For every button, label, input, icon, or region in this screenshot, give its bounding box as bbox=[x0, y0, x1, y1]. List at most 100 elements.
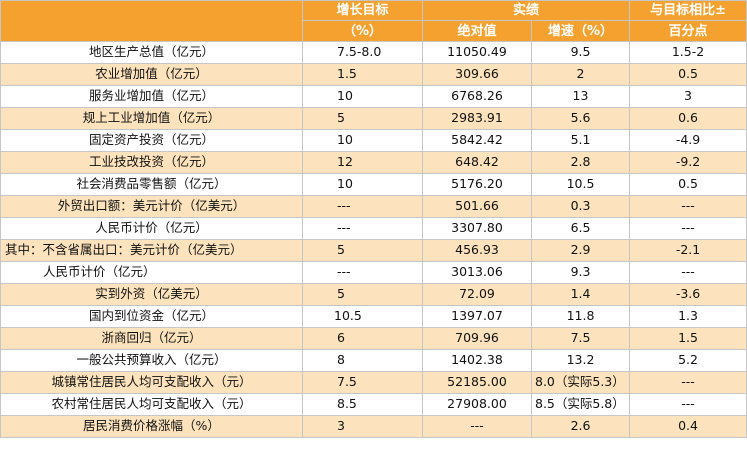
row-diff: -9.2 bbox=[629, 151, 747, 174]
table-row: 工业技改投资（亿元） 12 648.42 2.8 -9.2 bbox=[0, 151, 747, 174]
row-target: 5 bbox=[302, 283, 423, 306]
row-label: 工业技改投资（亿元） bbox=[0, 151, 303, 174]
row-speed: 2.8 bbox=[530, 151, 631, 174]
row-speed: 13.2 bbox=[530, 349, 631, 372]
row-diff: --- bbox=[629, 393, 747, 416]
row-target: 3 bbox=[302, 415, 423, 438]
row-absolute: 27908.00 bbox=[422, 393, 532, 416]
row-label: 农村常住居民人均可支配收入（元） bbox=[0, 393, 303, 416]
economic-indicators-table: 增长目标 实绩 与目标相比± （%） 绝对值 增速（%） 百分点 地区生产总值（… bbox=[0, 0, 747, 438]
row-target: 5 bbox=[302, 239, 423, 262]
table-row: 一般公共预算收入（亿元） 8 1402.38 13.2 5.2 bbox=[0, 349, 747, 372]
table-row: 外贸出口额：美元计价（亿美元） --- 501.66 0.3 --- bbox=[0, 195, 747, 218]
row-diff: 0.4 bbox=[629, 415, 747, 438]
row-diff: 1.5-2 bbox=[629, 41, 747, 64]
row-diff: 0.6 bbox=[629, 107, 747, 130]
row-absolute: 72.09 bbox=[422, 283, 532, 306]
row-diff: -3.6 bbox=[629, 283, 747, 306]
table-row: 城镇常住居民人均可支配收入（元） 7.5 52185.00 8.0（实际5.3）… bbox=[0, 371, 747, 394]
row-label: 居民消费价格涨幅（%） bbox=[0, 415, 303, 438]
row-absolute: 3307.80 bbox=[422, 217, 532, 240]
row-label: 社会消费品零售额（亿元） bbox=[0, 173, 303, 196]
row-target: 10.5 bbox=[302, 305, 423, 328]
row-speed: 6.5 bbox=[530, 217, 631, 240]
row-absolute: 5842.42 bbox=[422, 129, 532, 152]
row-absolute: 456.93 bbox=[422, 239, 532, 262]
row-label: 人民币计价（亿元） bbox=[0, 261, 303, 284]
row-diff: 0.5 bbox=[629, 63, 747, 86]
row-speed: 5.6 bbox=[530, 107, 631, 130]
row-target: 7.5 bbox=[302, 371, 423, 394]
row-label: 国内到位资金（亿元） bbox=[0, 305, 303, 328]
row-diff: -2.1 bbox=[629, 239, 747, 262]
row-label: 规上工业增加值（亿元） bbox=[0, 107, 303, 130]
table-row: 社会消费品零售额（亿元） 10 5176.20 10.5 0.5 bbox=[0, 173, 747, 196]
table-row: 农业增加值（亿元） 1.5 309.66 2 0.5 bbox=[0, 63, 747, 86]
row-diff: 3 bbox=[629, 85, 747, 108]
row-target: 1.5 bbox=[302, 63, 423, 86]
header-absolute: 绝对值 bbox=[422, 20, 532, 42]
row-diff: -4.9 bbox=[629, 129, 747, 152]
row-speed: 8.5（实际5.8） bbox=[530, 393, 631, 416]
row-diff: --- bbox=[629, 261, 747, 284]
row-absolute: 1402.38 bbox=[422, 349, 532, 372]
row-label: 农业增加值（亿元） bbox=[0, 63, 303, 86]
row-absolute: 52185.00 bbox=[422, 371, 532, 394]
row-absolute: 2983.91 bbox=[422, 107, 532, 130]
table-row: 浙商回归（亿元） 6 709.96 7.5 1.5 bbox=[0, 327, 747, 350]
table-row: 地区生产总值（亿元） 7.5-8.0 11050.49 9.5 1.5-2 bbox=[0, 41, 747, 64]
table-body: 地区生产总值（亿元） 7.5-8.0 11050.49 9.5 1.5-2 农业… bbox=[0, 41, 747, 438]
row-diff: 5.2 bbox=[629, 349, 747, 372]
row-diff: --- bbox=[629, 195, 747, 218]
table-row: 规上工业增加值（亿元） 5 2983.91 5.6 0.6 bbox=[0, 107, 747, 130]
row-target: 10 bbox=[302, 173, 423, 196]
row-speed: 8.0（实际5.3） bbox=[530, 371, 631, 394]
row-absolute: 5176.20 bbox=[422, 173, 532, 196]
row-label: 一般公共预算收入（亿元） bbox=[0, 349, 303, 372]
table-row: 固定资产投资（亿元） 10 5842.42 5.1 -4.9 bbox=[0, 129, 747, 152]
row-absolute: 648.42 bbox=[422, 151, 532, 174]
row-speed: 5.1 bbox=[530, 129, 631, 152]
row-target: 8 bbox=[302, 349, 423, 372]
row-speed: 2.6 bbox=[530, 415, 631, 438]
header-target-unit: （%） bbox=[302, 20, 423, 42]
table-header: 增长目标 实绩 与目标相比± （%） 绝对值 增速（%） 百分点 bbox=[0, 0, 747, 42]
row-target: 8.5 bbox=[302, 393, 423, 416]
row-speed: 9.5 bbox=[530, 41, 631, 64]
row-speed: 7.5 bbox=[530, 327, 631, 350]
row-diff: --- bbox=[629, 371, 747, 394]
row-absolute: 501.66 bbox=[422, 195, 532, 218]
header-indicator-blank bbox=[0, 0, 303, 42]
row-target: --- bbox=[302, 261, 423, 284]
table-row: 居民消费价格涨幅（%） 3 --- 2.6 0.4 bbox=[0, 415, 747, 438]
row-target: 6 bbox=[302, 327, 423, 350]
row-label: 实到外资（亿美元） bbox=[0, 283, 303, 306]
row-label: 人民币计价（亿元） bbox=[0, 217, 303, 240]
row-target: 12 bbox=[302, 151, 423, 174]
row-absolute: --- bbox=[422, 415, 532, 438]
row-speed: 13 bbox=[530, 85, 631, 108]
row-absolute: 309.66 bbox=[422, 63, 532, 86]
table-row: 农村常住居民人均可支配收入（元） 8.5 27908.00 8.5（实际5.8）… bbox=[0, 393, 747, 416]
table-row: 其中：不含省属出口：美元计价（亿美元） 5 456.93 2.9 -2.1 bbox=[0, 239, 747, 262]
table-row: 国内到位资金（亿元） 10.5 1397.07 11.8 1.3 bbox=[0, 305, 747, 328]
row-absolute: 6768.26 bbox=[422, 85, 532, 108]
row-label: 浙商回归（亿元） bbox=[0, 327, 303, 350]
row-label: 城镇常住居民人均可支配收入（元） bbox=[0, 371, 303, 394]
row-label: 外贸出口额：美元计价（亿美元） bbox=[0, 195, 303, 218]
table-row: 人民币计价（亿元） --- 3013.06 9.3 --- bbox=[0, 261, 747, 284]
row-target: --- bbox=[302, 217, 423, 240]
row-speed: 11.8 bbox=[530, 305, 631, 328]
row-label: 服务业增加值（亿元） bbox=[0, 85, 303, 108]
row-speed: 0.3 bbox=[530, 195, 631, 218]
row-label: 地区生产总值（亿元） bbox=[0, 41, 303, 64]
row-absolute: 1397.07 bbox=[422, 305, 532, 328]
header-target-growth: 增长目标 bbox=[302, 0, 423, 21]
row-diff: 1.5 bbox=[629, 327, 747, 350]
row-speed: 10.5 bbox=[530, 173, 631, 196]
row-speed: 2 bbox=[530, 63, 631, 86]
row-speed: 9.3 bbox=[530, 261, 631, 284]
row-target: 10 bbox=[302, 129, 423, 152]
row-absolute: 709.96 bbox=[422, 327, 532, 350]
